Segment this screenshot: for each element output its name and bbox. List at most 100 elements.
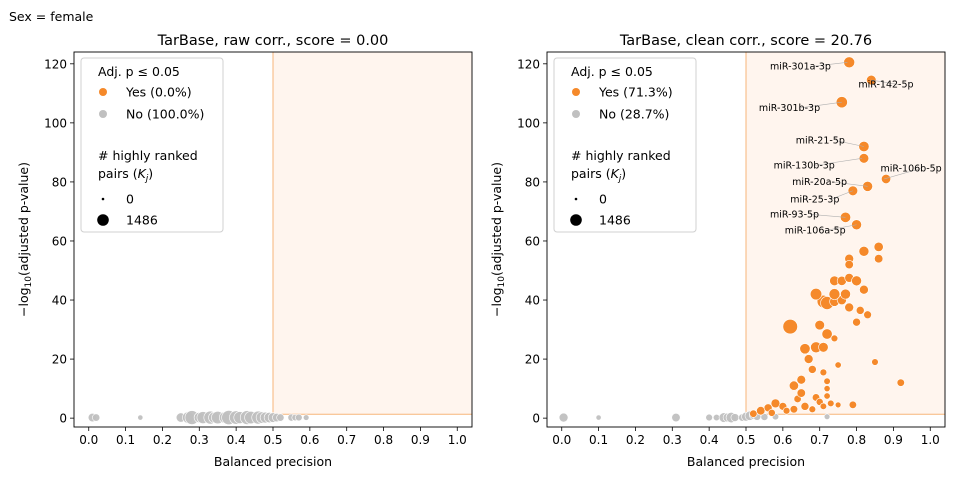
x-tick-label: 0.2	[626, 433, 645, 447]
point-significant	[858, 245, 870, 257]
legend-no-marker	[99, 110, 107, 118]
legend-size-small-marker	[574, 197, 578, 201]
x-axis-label: Balanced precision	[214, 454, 332, 469]
y-tick-label: 0	[59, 412, 67, 426]
figure-suptitle: Sex = female	[9, 9, 94, 24]
x-tick-label: 0.7	[337, 433, 356, 447]
x-tick-label: 0.4	[700, 433, 719, 447]
point-nonsignificant	[730, 413, 740, 422]
legend-no-label: No (100.0%)	[126, 107, 204, 122]
point-significant	[814, 319, 825, 331]
x-tick-label: 0.9	[884, 433, 903, 447]
point-significant	[800, 402, 810, 411]
point-label: miR-142-5p	[858, 79, 913, 90]
point-significant	[770, 398, 781, 409]
y-tick-label: 20	[52, 353, 67, 367]
legend-size-title-line1: # highly ranked	[571, 148, 671, 163]
point-significant	[858, 153, 870, 164]
point-significant	[873, 241, 884, 252]
significance-region	[746, 52, 945, 415]
panel-raw-corr: 0.0 0.1 0.2 0.3 0.4 0.5 0.6 0.7 0.8 0.9 1.0 0 20 40 60…	[16, 33, 473, 469]
legend-yes-label: Yes (71.3%)	[598, 85, 673, 100]
point-significant	[840, 288, 851, 300]
point-significant	[823, 392, 831, 400]
point-significant	[855, 306, 865, 315]
point-nonsignificant	[705, 413, 713, 422]
y-axis-label: −log10(adjusted p-value)	[16, 162, 34, 317]
x-tick-label: 0.1	[589, 433, 608, 447]
legend-size-title-line1: # highly ranked	[98, 148, 198, 163]
legend-yes-label: Yes (0.0%)	[125, 85, 192, 100]
x-tick-label: 0.8	[847, 433, 866, 447]
point-significant	[799, 343, 811, 355]
point-nonsignificant	[92, 413, 101, 422]
label-leader	[832, 181, 868, 187]
label-leader	[830, 190, 853, 200]
x-tick-label: 1.0	[448, 433, 467, 447]
x-tick-label: 0.3	[663, 433, 682, 447]
legend-size-title-line2: pairs (Kj)	[98, 166, 153, 184]
x-tick-label: 0.7	[810, 433, 829, 447]
y-tick-label: 120	[44, 57, 67, 71]
point-label: miR-130b-3p	[774, 161, 835, 172]
legend-size-small-label: 0	[126, 192, 134, 207]
label-leader	[798, 101, 842, 109]
legend-yes-marker	[572, 88, 580, 96]
legend-box	[553, 57, 697, 233]
legend-size-small-marker	[101, 197, 105, 201]
point-significant	[848, 400, 857, 409]
point-significant	[819, 368, 828, 377]
legend-title: Adj. p ≤ 0.05	[98, 64, 180, 79]
x-tick-label: 1.0	[921, 433, 940, 447]
x-tick-label: 0.6	[773, 433, 792, 447]
point-significant	[756, 406, 766, 416]
point-significant	[818, 342, 829, 353]
point-significant	[844, 260, 854, 270]
x-tick-label: 0.2	[153, 433, 172, 447]
point-significant	[823, 377, 831, 385]
point-significant	[852, 317, 861, 327]
legend-no-label: No (28.7%)	[599, 107, 669, 122]
point-significant	[767, 408, 776, 417]
legend-no-marker	[572, 110, 580, 118]
y-tick-label: 20	[525, 353, 540, 367]
point-significant	[862, 181, 873, 192]
significance-region	[273, 52, 472, 415]
point-significant	[808, 405, 817, 414]
point-significant	[843, 56, 855, 69]
point-significant	[863, 310, 872, 320]
label-leader	[809, 214, 846, 218]
point-label: miR-106a-5p	[785, 226, 846, 237]
legend-size-small-label: 0	[599, 192, 607, 207]
label-leader	[835, 140, 864, 147]
point-significant	[803, 354, 814, 364]
point-label: miR-106b-5p	[881, 164, 942, 175]
point-significant	[809, 288, 823, 301]
chart-title: TarBase, raw corr., score = 0.00	[157, 33, 389, 49]
legend-size-large-marker	[97, 214, 109, 226]
point-significant	[830, 334, 839, 343]
legend-title: Adj. p ≤ 0.05	[571, 64, 653, 79]
point-significant	[788, 380, 799, 391]
point-label: miR-21-5p	[796, 136, 845, 147]
point-significant	[782, 318, 798, 335]
x-tick-label: 0.1	[116, 433, 135, 447]
y-tick-label: 80	[52, 175, 67, 189]
x-tick-label: 0.0	[79, 433, 98, 447]
point-nonsignificant	[302, 414, 310, 421]
point-label: miR-93-5p	[770, 209, 819, 220]
y-tick-label: 100	[517, 116, 540, 130]
label-leader	[871, 79, 899, 85]
panel-clean-corr: miR-301a-3p miR-142-5p miR-301b-3p miR-21-5…	[489, 33, 946, 469]
point-nonsignificant	[558, 412, 569, 423]
point-nonsignificant	[137, 414, 144, 421]
y-axis-label: −log10(adjusted p-value)	[489, 162, 507, 317]
point-label: miR-301a-3p	[770, 62, 831, 73]
y-tick-label: 40	[525, 294, 540, 308]
point-significant	[871, 358, 879, 366]
y-tick-label: 0	[532, 412, 540, 426]
point-significant	[828, 288, 841, 300]
point-significant	[896, 378, 905, 387]
point-nonsignificant	[823, 413, 831, 420]
